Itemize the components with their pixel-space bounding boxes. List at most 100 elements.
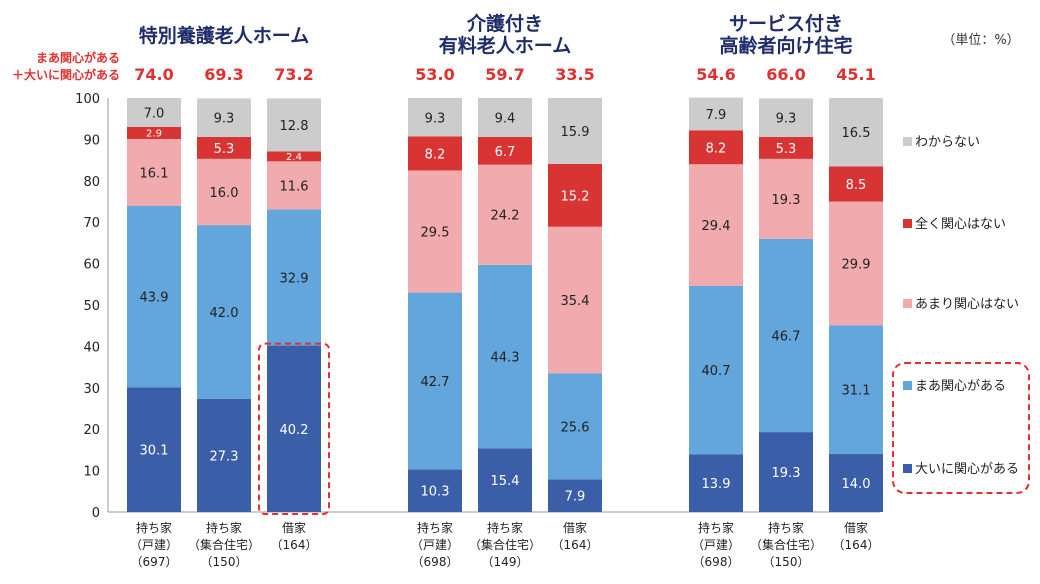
bar-segment [759,158,813,239]
y-tick-label: 70 [83,216,100,231]
bar-segment [408,292,462,470]
bar-segment [197,225,251,399]
segment-label: 42.7 [421,375,450,390]
segment-label: 8.2 [425,147,446,162]
bar-segment [267,209,321,346]
sum-value: 45.1 [836,65,875,84]
segment-label: 13.9 [702,477,731,492]
sum-value: 54.6 [696,65,735,84]
sum-value: 33.5 [555,65,594,84]
bar-segment [267,98,321,152]
bar-segment [127,387,181,512]
legend-label: わからない [915,135,980,150]
segment-label: 15.4 [491,474,520,489]
x-category-label: （150） [201,555,248,569]
bar-segment [408,469,462,512]
bar-segment [267,161,321,210]
segment-label: 11.6 [280,179,309,194]
bar-segment [689,97,743,131]
x-category-label: （149） [482,555,529,569]
segment-label: 29.5 [421,226,450,241]
group-title: サービス付き [729,12,843,35]
segment-label: 2.9 [146,128,162,139]
bar-segment [689,454,743,512]
bar-segment [408,98,462,137]
segment-label: 8.2 [706,141,727,156]
x-category-label: 持ち家 [768,520,804,535]
sum-row-label: ＋大いに関心がある [12,67,120,82]
group-title: 有料老人ホーム [439,34,571,57]
bar-segment [267,345,321,512]
legend-label: 全く関心はない [915,216,1006,232]
segment-label: 9.3 [425,111,446,126]
legend-swatch [903,137,912,146]
y-tick-label: 60 [83,258,100,273]
group-title: 高齢者向け住宅 [719,34,852,57]
segment-label: 46.7 [772,329,801,344]
segment-label: 15.9 [561,125,590,140]
bar-segment [478,448,532,512]
segment-label: 7.9 [565,490,586,505]
x-category-label: 持ち家 [136,520,172,535]
bar-segment [829,454,883,512]
bar-segment [408,136,462,171]
x-category-label: 借家 [282,520,306,535]
sum-value: 69.3 [204,65,243,84]
bar-segment [478,136,532,165]
highlight-box-legend [892,362,1030,494]
unit-note: （単位：%） [942,32,1019,48]
x-category-label: 持ち家 [206,520,242,535]
segment-label: 16.1 [140,166,169,181]
x-category-label: （集合住宅） [469,537,541,552]
segment-label: 14.0 [842,477,871,492]
segment-label: 9.3 [776,112,797,127]
bar-segment [197,136,251,159]
segment-label: 6.7 [495,145,516,160]
bar-segment [267,151,321,162]
segment-label: 16.5 [842,126,871,141]
highlight-box-bar [258,342,330,515]
bar-segment [408,170,462,293]
bar-segment [829,166,883,202]
x-category-label: （698） [693,555,740,569]
segment-label: 27.3 [210,449,239,464]
segment-label: 9.3 [214,112,235,127]
y-tick-label: 80 [83,175,100,190]
x-category-label: 持ち家 [417,520,453,535]
segment-label: 44.3 [491,351,520,366]
segment-label: 5.3 [776,142,797,157]
bar-segment [197,158,251,226]
segment-label: 32.9 [280,271,309,286]
segment-label: 40.2 [280,423,309,438]
sum-value: 59.7 [485,65,524,84]
x-category-label: （150） [763,555,810,569]
bar-segment [759,136,813,159]
x-category-label: （164） [833,538,880,552]
bar-segment [478,264,532,449]
segment-label: 2.4 [286,152,302,163]
bar-segment [478,98,532,137]
segment-label: 7.0 [144,106,165,121]
legend-swatch [903,219,912,228]
x-category-label: 持ち家 [487,520,523,535]
bar-segment [759,432,813,512]
bar-segment [689,285,743,455]
sum-value: 66.0 [766,65,805,84]
segment-label: 43.9 [140,291,169,306]
x-category-label: 借家 [563,520,587,535]
x-category-label: 持ち家 [698,520,734,535]
legend-label: あまり関心はない [915,297,1019,312]
segment-label: 12.8 [280,119,309,134]
x-category-label: 借家 [844,520,868,535]
segment-label: 35.4 [561,294,590,309]
y-tick-label: 100 [75,92,100,107]
segment-label: 16.0 [210,186,239,201]
bar-segment [829,201,883,326]
x-category-label: （164） [552,538,599,552]
legend-swatch [903,464,912,473]
bar-segment [689,130,743,165]
bar-segment [127,98,181,127]
segment-label: 7.9 [706,108,727,123]
x-category-label: （集合住宅） [750,537,822,552]
segment-label: 19.3 [772,466,801,481]
